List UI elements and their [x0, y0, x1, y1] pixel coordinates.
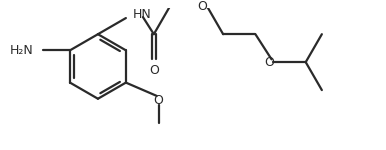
Text: O: O: [264, 56, 274, 69]
Text: O: O: [149, 64, 159, 77]
Text: O: O: [197, 0, 207, 13]
Text: HN: HN: [132, 8, 151, 21]
Text: H₂N: H₂N: [10, 44, 34, 57]
Text: O: O: [154, 94, 164, 107]
